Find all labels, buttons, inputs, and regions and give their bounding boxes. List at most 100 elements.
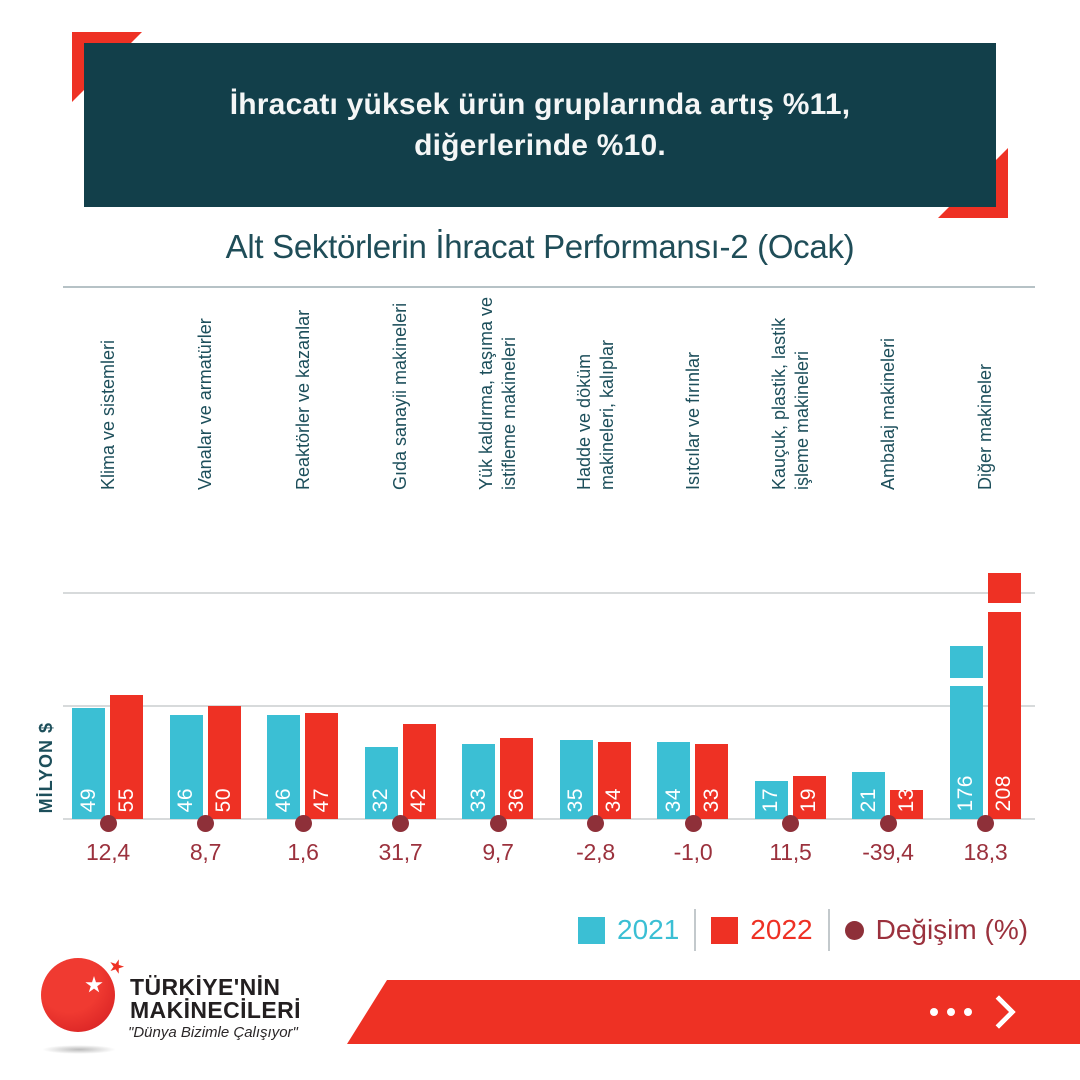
bar-2021: 17 bbox=[754, 781, 788, 819]
bar-value-label: 46 bbox=[174, 787, 197, 812]
headline-line-1: İhracatı yüksek ürün gruplarında artış %… bbox=[229, 88, 851, 121]
bar-value-label: 47 bbox=[309, 787, 333, 812]
logo-name-line-2: MAKİNECİLERİ bbox=[130, 997, 301, 1023]
bar-value-label: 50 bbox=[212, 787, 235, 812]
legend-divider bbox=[694, 909, 697, 951]
bar-value-label: 176 bbox=[954, 775, 977, 812]
bar-value-wrap: 35 bbox=[560, 788, 593, 812]
bar-value-wrap: 17 bbox=[755, 788, 788, 812]
bar-value-label: 42 bbox=[407, 787, 430, 812]
bar-value-wrap: 46 bbox=[267, 788, 300, 812]
bar-value-wrap: 34 bbox=[657, 788, 690, 812]
change-value-label: 31,7 bbox=[378, 839, 423, 865]
headline-line-2: diğerlerinde %10. bbox=[414, 129, 666, 162]
gridline bbox=[63, 818, 1035, 820]
change-value-label: 12,4 bbox=[86, 839, 130, 865]
bar-2022: 42 bbox=[402, 724, 436, 819]
change-value-label: -2,8 bbox=[576, 839, 615, 865]
bar-2021: 33 bbox=[462, 744, 495, 819]
bar-value-label: 208 bbox=[992, 775, 1015, 812]
gridline bbox=[63, 705, 1035, 707]
gridline bbox=[63, 592, 1035, 594]
legend-label-2021: 2021 bbox=[617, 914, 680, 945]
bar-value-wrap: 46 bbox=[170, 788, 203, 812]
change-value-label: -1,0 bbox=[673, 839, 713, 865]
category-label: Klima ve sistemleri bbox=[97, 339, 118, 490]
category-label: Diğer makineler bbox=[975, 363, 995, 490]
bar-value-label: 55 bbox=[114, 787, 138, 812]
category-label: Reaktörler ve kazanlar bbox=[292, 309, 313, 490]
change-value-label: 18,3 bbox=[963, 839, 1008, 865]
bar-value-wrap: 33 bbox=[695, 788, 728, 812]
category-label: Ambalaj makineleri bbox=[877, 337, 898, 490]
change-value-label: 9,7 bbox=[482, 839, 514, 865]
bar-2021: 21 bbox=[852, 772, 885, 819]
bar-value-label: 17 bbox=[759, 787, 782, 812]
change-dot bbox=[294, 814, 312, 832]
change-dot bbox=[977, 814, 994, 832]
category-label: Yük kaldırma, taşıma ve istifleme makine… bbox=[476, 296, 519, 490]
change-dot bbox=[879, 814, 897, 832]
bar-value-wrap: 55 bbox=[110, 788, 143, 812]
category-label: Hadde ve döküm makineleri, kalıplar bbox=[573, 339, 617, 490]
next-banner[interactable] bbox=[347, 980, 1080, 1044]
bar-value-label: 19 bbox=[797, 787, 820, 812]
bar-2022: 13 bbox=[890, 788, 923, 819]
bar-value-wrap: 32 bbox=[365, 788, 398, 812]
change-value-label: 1,6 bbox=[287, 839, 319, 865]
bar-value-label: 46 bbox=[271, 787, 295, 812]
legend-swatch-degisim bbox=[844, 920, 864, 940]
bar-value-wrap: 47 bbox=[305, 788, 338, 812]
legend-divider bbox=[827, 909, 830, 951]
next-controls[interactable] bbox=[930, 980, 1016, 1044]
legend-swatch-2021 bbox=[578, 916, 605, 944]
ellipsis-dot-icon bbox=[947, 1008, 955, 1016]
bar-value-wrap: 36 bbox=[500, 788, 533, 812]
bar-value-label: 33 bbox=[466, 787, 490, 812]
bar-2022: 19 bbox=[792, 776, 826, 819]
chart-title: Alt Sektörlerin İhracat Performansı-2 (O… bbox=[225, 228, 855, 265]
ellipsis-dot-icon bbox=[930, 1008, 938, 1016]
bar-value-label: 34 bbox=[602, 787, 625, 812]
chevron-right-icon[interactable] bbox=[982, 995, 1016, 1029]
axis-break-gap bbox=[949, 678, 983, 686]
change-dot bbox=[99, 814, 117, 832]
bar-value-label: 36 bbox=[504, 787, 528, 812]
legend-label-degisim: Değişim (%) bbox=[875, 914, 1029, 945]
bar-value-wrap: 42 bbox=[403, 788, 436, 812]
bar-2022: 33 bbox=[695, 744, 728, 819]
bar-value-wrap: 34 bbox=[598, 788, 631, 812]
change-value-label: 11,5 bbox=[769, 839, 812, 865]
bar-2021: 46 bbox=[169, 715, 203, 819]
bar-value-label: 49 bbox=[76, 787, 100, 812]
bar-value-label: 13 bbox=[894, 787, 918, 812]
bar-value-wrap: 50 bbox=[208, 788, 241, 812]
bar-2022: 34 bbox=[597, 742, 631, 819]
legend: 2021 2022 Değişim (%) bbox=[578, 908, 1028, 952]
ellipsis-dot-icon bbox=[964, 1008, 972, 1016]
change-value-label: -39,4 bbox=[862, 839, 914, 865]
bar-value-wrap: 33 bbox=[462, 788, 495, 812]
bar-2021: 49 bbox=[72, 708, 105, 819]
bar-value-label: 34 bbox=[661, 787, 685, 812]
change-dot bbox=[489, 814, 507, 832]
label-area-line bbox=[63, 286, 1035, 288]
bar-2022: 50 bbox=[207, 706, 241, 819]
change-dot bbox=[684, 814, 702, 832]
bar-value-wrap: 49 bbox=[72, 788, 105, 812]
axis-break-gap bbox=[987, 603, 1021, 612]
bar-value-wrap: 13 bbox=[890, 788, 923, 812]
change-dot bbox=[392, 814, 409, 832]
bar-2021: 34 bbox=[657, 742, 690, 819]
bar-2021: 32 bbox=[364, 747, 398, 819]
bar-value-wrap: 21 bbox=[852, 788, 885, 812]
change-dot bbox=[782, 814, 799, 832]
bar-2022: 55 bbox=[110, 695, 143, 819]
bar-2022: 47 bbox=[305, 713, 338, 819]
logo-name-line-1: TÜRKİYE'NİN bbox=[130, 974, 281, 1000]
category-label: Isıtcılar ve fırınlar bbox=[682, 351, 703, 490]
bar-2021: 176 bbox=[949, 646, 983, 819]
logo-circle bbox=[41, 958, 115, 1032]
